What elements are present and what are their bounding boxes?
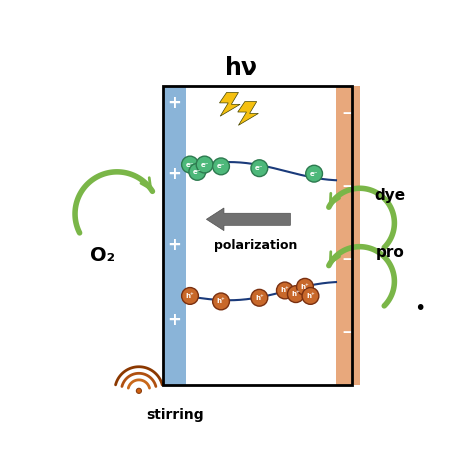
Text: $\mathbf{h\nu}$: $\mathbf{h\nu}$ — [224, 56, 258, 80]
Circle shape — [251, 289, 268, 306]
Text: +: + — [167, 310, 182, 328]
Text: pro: pro — [376, 245, 405, 260]
Circle shape — [287, 286, 304, 302]
Text: e⁻: e⁻ — [217, 164, 225, 169]
Text: h⁺: h⁺ — [186, 293, 194, 299]
Circle shape — [297, 278, 313, 295]
Text: •: • — [414, 299, 426, 318]
Text: O₂: O₂ — [90, 246, 115, 265]
Text: +: + — [167, 93, 182, 111]
Bar — [163, 86, 352, 385]
Text: h⁺: h⁺ — [255, 295, 264, 301]
Circle shape — [251, 160, 268, 177]
Circle shape — [276, 282, 293, 299]
Text: h⁺: h⁺ — [217, 299, 226, 304]
Text: −: − — [341, 325, 354, 340]
Circle shape — [196, 156, 213, 173]
Text: +: + — [167, 164, 182, 182]
Bar — [163, 86, 186, 385]
Circle shape — [213, 293, 229, 310]
Circle shape — [302, 288, 319, 304]
Text: stirring: stirring — [146, 408, 204, 421]
Text: h⁺: h⁺ — [292, 291, 300, 297]
Text: −: − — [341, 252, 354, 267]
Bar — [186, 86, 336, 385]
Text: dye: dye — [374, 188, 405, 203]
Circle shape — [213, 158, 229, 175]
Text: e⁻: e⁻ — [193, 169, 201, 175]
Polygon shape — [238, 101, 258, 125]
Text: e⁻: e⁻ — [201, 162, 209, 167]
Circle shape — [182, 156, 199, 173]
Text: e⁻: e⁻ — [186, 162, 194, 167]
Circle shape — [182, 288, 199, 304]
Text: −: − — [341, 179, 354, 194]
Text: h⁺: h⁺ — [306, 293, 315, 299]
Text: +: + — [167, 236, 182, 254]
Circle shape — [306, 165, 322, 182]
Text: e⁻: e⁻ — [310, 171, 319, 177]
Text: h⁺: h⁺ — [301, 284, 310, 290]
Bar — [336, 86, 360, 385]
Text: polarization: polarization — [214, 239, 297, 252]
Text: e⁻: e⁻ — [255, 165, 264, 171]
Text: h⁺: h⁺ — [281, 287, 289, 293]
Polygon shape — [219, 92, 240, 116]
Text: −: − — [341, 106, 354, 121]
FancyArrow shape — [206, 208, 291, 231]
Circle shape — [189, 164, 206, 180]
Circle shape — [137, 388, 141, 393]
